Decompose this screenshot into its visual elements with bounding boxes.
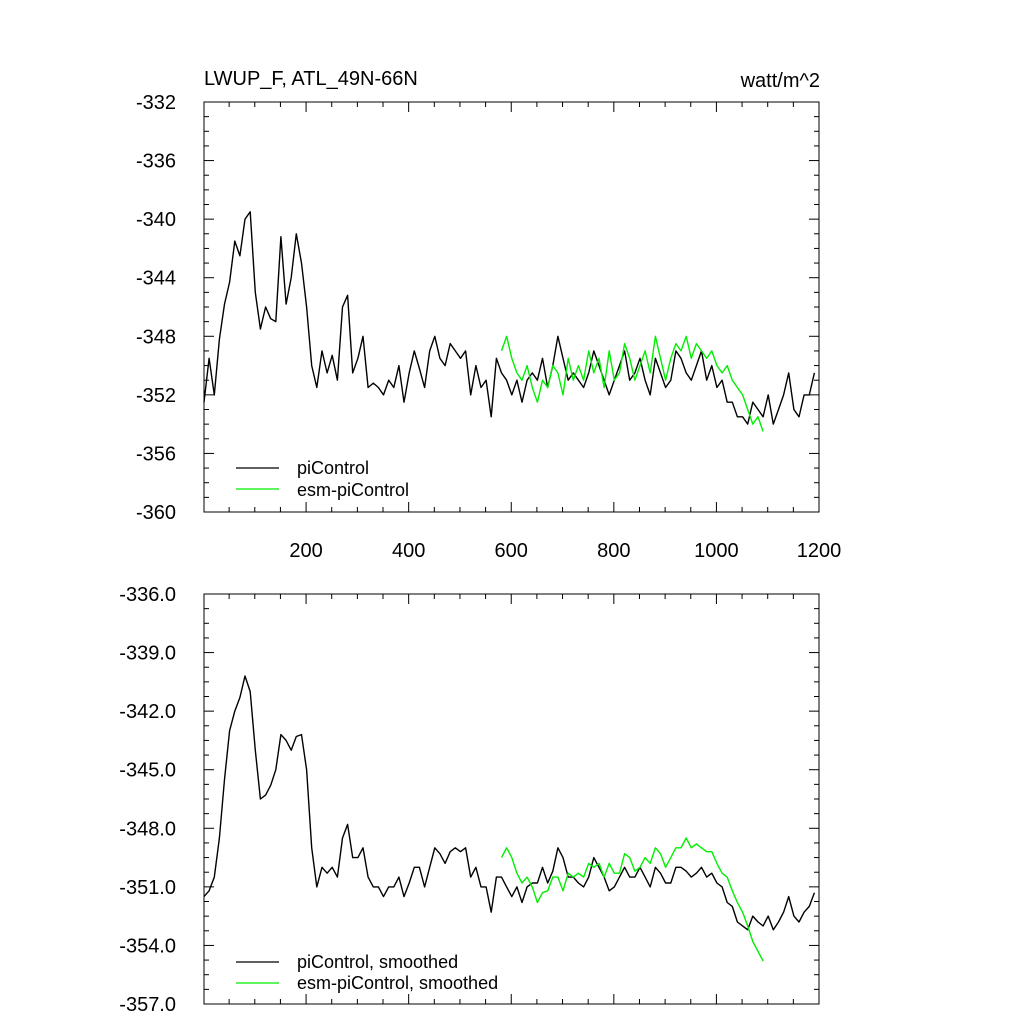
y-tick-label: -342.0 (119, 701, 176, 723)
x-tick-label: 1000 (694, 540, 739, 562)
series-line-picontrol (203, 211, 816, 425)
y-tick-label: -344 (136, 268, 176, 290)
x-tick-label: 800 (597, 540, 630, 562)
y-tick-label: -336.0 (119, 584, 176, 606)
y-tick-label: -357.0 (119, 994, 176, 1016)
series-line-esm-picontrol (500, 837, 764, 962)
y-tick-label: -340 (136, 209, 176, 231)
y-tick-label: -352 (136, 385, 176, 407)
top-panel: LWUP_F, ATL_49N-66N watt/m^2 -360 -356 -35… (136, 68, 841, 562)
top-panel-series (203, 211, 816, 432)
series-line-picontrol (203, 675, 816, 931)
y-tick-label: -332 (136, 92, 176, 114)
top-panel-title: LWUP_F, ATL_49N-66N (204, 68, 418, 90)
y-tick-label: -348 (136, 326, 176, 348)
top-panel-ticks: -360 -356 -352 -348 -344 -340 -336 -332 200 400 60… (136, 92, 841, 562)
x-tick-label: 200 (289, 540, 322, 562)
series-line-esm-picontrol (500, 335, 764, 432)
bottom-panel-legend: piControl, smoothed esm-piControl, smoot… (236, 952, 498, 993)
legend-label-picontrol: piControl (297, 458, 369, 478)
y-tick-label: -354.0 (119, 935, 176, 957)
y-tick-label: -351.0 (119, 877, 176, 899)
y-tick-label: -336 (136, 151, 176, 173)
legend-label-esm-picontrol-smoothed: esm-piControl, smoothed (297, 973, 498, 993)
top-panel-legend: piControl esm-piControl (236, 458, 409, 500)
legend-label-picontrol-smoothed: piControl, smoothed (297, 952, 458, 972)
bottom-panel-ticks: -357.0 -354.0 -351.0 -348.0 -345.0 -342.0 -339… (119, 584, 820, 1016)
legend-label-esm-picontrol: esm-piControl (297, 480, 409, 500)
y-tick-label: -356 (136, 443, 176, 465)
top-panel-units: watt/m^2 (740, 70, 820, 92)
y-tick-label: -348.0 (119, 818, 176, 840)
y-tick-label: -339.0 (119, 643, 176, 665)
x-tick-label: 400 (392, 540, 425, 562)
y-tick-label: -360 (136, 502, 176, 524)
bottom-panel: -357.0 -354.0 -351.0 -348.0 -345.0 -342.0 -339… (119, 584, 820, 1016)
bottom-panel-series (203, 675, 816, 962)
x-tick-label: 600 (495, 540, 528, 562)
y-tick-label: -345.0 (119, 760, 176, 782)
x-tick-label: 1200 (797, 540, 842, 562)
